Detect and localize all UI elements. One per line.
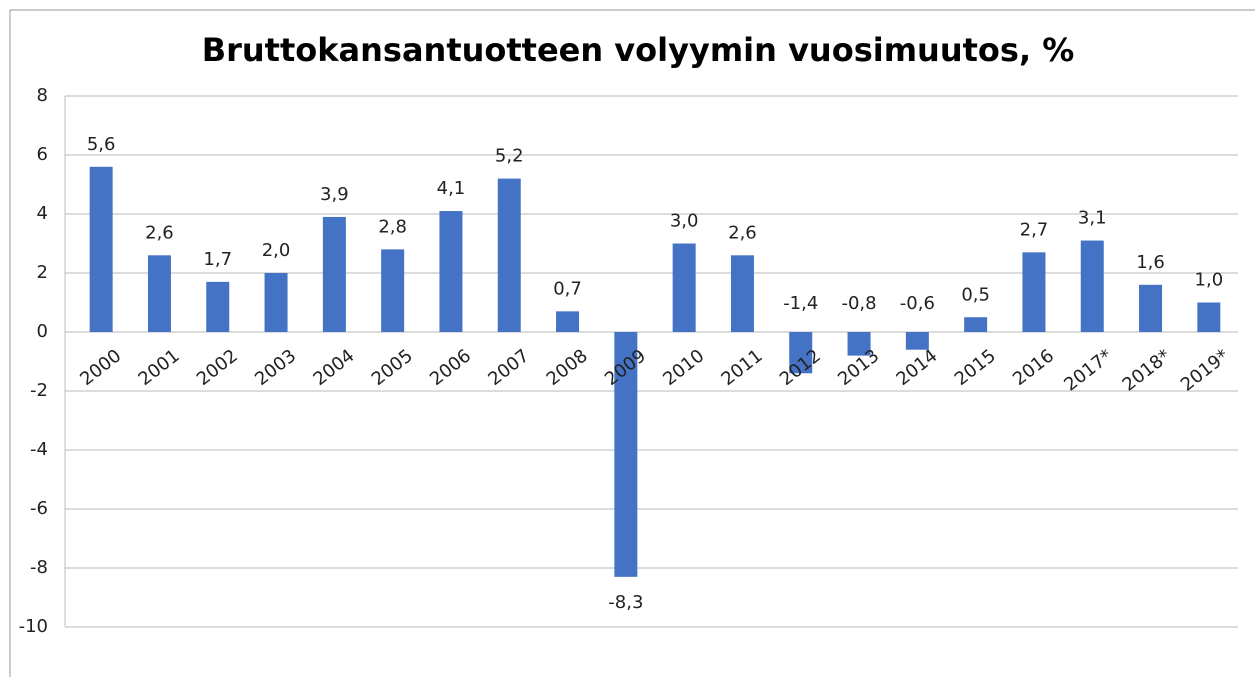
x-tick-label: 2019* bbox=[1177, 345, 1233, 395]
bar bbox=[614, 332, 638, 577]
bar bbox=[322, 216, 346, 332]
value-label: 2,8 bbox=[378, 216, 407, 237]
bar bbox=[730, 255, 754, 332]
y-tick-label: 8 bbox=[37, 85, 48, 106]
value-label: 1,6 bbox=[1136, 252, 1165, 273]
y-tick-label: 4 bbox=[37, 203, 48, 224]
bar bbox=[556, 311, 580, 332]
x-tick-label: 2018* bbox=[1119, 345, 1175, 395]
value-label: 1,7 bbox=[203, 249, 232, 270]
x-tick-label: 2004 bbox=[309, 345, 358, 390]
value-label: 5,2 bbox=[495, 146, 524, 167]
value-label: 3,0 bbox=[670, 211, 699, 232]
bar bbox=[1139, 284, 1163, 332]
bar bbox=[264, 273, 288, 332]
bar bbox=[1197, 302, 1221, 332]
value-label: 5,6 bbox=[87, 134, 116, 155]
y-tick-label: -2 bbox=[30, 380, 48, 401]
x-tick-label: 2001 bbox=[135, 345, 184, 390]
value-label: -8,3 bbox=[608, 592, 643, 613]
value-label: -0,6 bbox=[900, 293, 935, 314]
bar bbox=[381, 249, 405, 332]
x-tick-label: 2017* bbox=[1060, 345, 1116, 395]
value-label: 3,1 bbox=[1078, 208, 1107, 229]
bar bbox=[905, 332, 929, 350]
y-tick-label: 0 bbox=[37, 321, 48, 342]
y-tick-label: -8 bbox=[30, 557, 48, 578]
x-tick-label: 2007 bbox=[484, 345, 533, 390]
y-tick-label: -4 bbox=[30, 439, 48, 460]
value-label: 4,1 bbox=[437, 178, 466, 199]
value-label: 0,7 bbox=[553, 278, 582, 299]
bar bbox=[847, 332, 871, 356]
bar bbox=[1022, 252, 1046, 332]
bar bbox=[1080, 240, 1104, 332]
value-label: 2,6 bbox=[728, 222, 757, 243]
value-label: 2,7 bbox=[1020, 219, 1049, 240]
bar bbox=[964, 317, 988, 332]
x-tick-label: 2002 bbox=[193, 345, 242, 390]
bar bbox=[789, 332, 813, 374]
x-tick-label: 2014 bbox=[892, 345, 941, 390]
value-label: 0,5 bbox=[961, 284, 990, 305]
x-tick-label: 2006 bbox=[426, 345, 475, 390]
value-label: -0,8 bbox=[841, 293, 876, 314]
value-label: 2,6 bbox=[145, 222, 174, 243]
chart-frame bbox=[9, 9, 1255, 677]
value-label: 1,0 bbox=[1195, 270, 1224, 291]
value-label: 3,9 bbox=[320, 184, 349, 205]
bar bbox=[497, 178, 521, 332]
x-tick-label: 2003 bbox=[251, 345, 300, 390]
bar bbox=[439, 211, 463, 332]
chart-title: Bruttokansantuotteen volyymin vuosimuuto… bbox=[202, 31, 1075, 69]
bar bbox=[89, 166, 113, 332]
y-tick-label: -6 bbox=[30, 498, 48, 519]
y-tick-label: 2 bbox=[37, 262, 48, 283]
bar bbox=[206, 281, 230, 332]
value-label: 2,0 bbox=[262, 240, 291, 261]
bar bbox=[672, 243, 696, 332]
x-tick-label: 2010 bbox=[659, 345, 708, 390]
x-tick-label: 2015 bbox=[951, 345, 1000, 390]
value-label: -1,4 bbox=[783, 293, 818, 314]
bar bbox=[147, 255, 171, 332]
y-tick-label: 6 bbox=[37, 144, 48, 165]
y-tick-label: -10 bbox=[19, 616, 48, 637]
x-tick-label: 2016 bbox=[1009, 345, 1058, 390]
x-tick-label: 2000 bbox=[76, 345, 125, 390]
x-tick-label: 2005 bbox=[368, 345, 417, 390]
x-tick-label: 2011 bbox=[718, 345, 767, 390]
x-tick-label: 2008 bbox=[543, 345, 592, 390]
